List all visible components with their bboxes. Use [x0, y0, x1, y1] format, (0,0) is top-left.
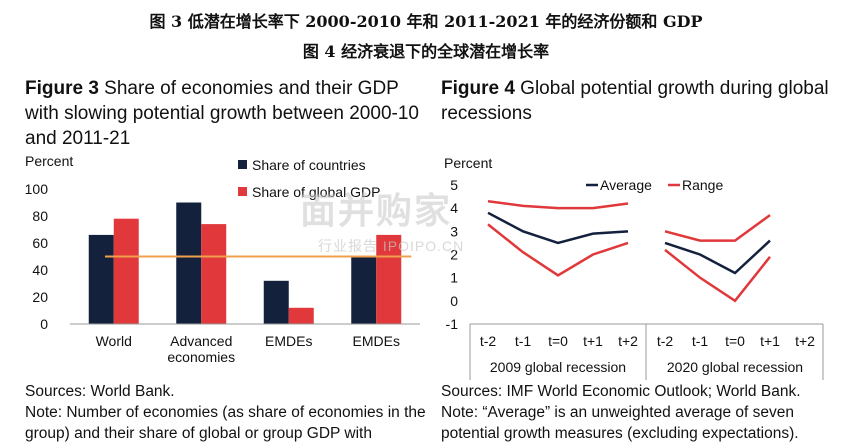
figure-4-notes: Sources: IMF World Economic Outlook; Wor… [441, 381, 852, 444]
y-tick-label: 1 [450, 270, 458, 286]
range-lower-line [664, 248, 771, 303]
y-tick-label: 40 [32, 262, 48, 278]
x-tick-label: World [96, 333, 132, 349]
legend-label: Share of global GDP [252, 184, 380, 200]
x-tick-label: t=0 [725, 333, 745, 349]
average-line [487, 211, 629, 245]
average-line [664, 239, 771, 275]
y-tick-label: 5 [450, 177, 458, 193]
bar [263, 280, 289, 324]
watermark: 面并购家 [300, 190, 453, 231]
figure-4-sources: Sources: IMF World Economic Outlook; Wor… [441, 383, 801, 400]
y-tick-label: 0 [450, 293, 458, 309]
figure-3-note: Note: Number of economies (as share of e… [25, 404, 426, 442]
x-tick-label: Advanced economies [167, 333, 235, 365]
bar [376, 234, 402, 324]
x-tick-label: EMDEs [265, 333, 312, 349]
figure-3-notes: Sources: World Bank. Note: Number of eco… [25, 381, 435, 444]
legend-swatch [238, 160, 247, 169]
x-tick-label: t+2 [795, 333, 815, 349]
figure-3-sources: Sources: World Bank. [25, 383, 175, 400]
y-tick-label: 60 [32, 235, 48, 251]
y-tick-label: 20 [32, 289, 48, 305]
header-line-2: 图 4 经济衰退下的全球潜在增长率 [302, 42, 550, 61]
watermark-sub: 行业报告 IPOIPO.CN [318, 238, 465, 254]
y-axis-label: Percent [25, 153, 73, 169]
x-tick-label: t-1 [515, 333, 532, 349]
y-tick-label: 2 [450, 247, 458, 263]
legend-swatch [238, 187, 247, 196]
x-tick-label: t-2 [480, 333, 497, 349]
y-tick-label: 100 [25, 181, 49, 197]
y-tick-label: -1 [446, 316, 459, 332]
figure-4-title-text: Global potential growth during global re… [441, 78, 829, 124]
bar [176, 202, 202, 324]
bar [201, 224, 227, 324]
figure-4-note: Note: “Average” is an unweighted average… [441, 404, 799, 442]
y-tick-label: 4 [450, 200, 458, 216]
figure-4-title: Figure 4 Global potential growth during … [441, 76, 851, 126]
group-label: 2009 global recession [490, 359, 626, 375]
bar [113, 218, 139, 324]
x-tick-label: t+1 [583, 333, 603, 349]
legend-label: Average [600, 177, 652, 193]
figure-4-title-label: Figure 4 [441, 78, 515, 99]
header-line-1: 图 3 低潜在增长率下 2000-2010 年和 2011-2021 年的经济份… [149, 12, 703, 31]
y-tick-label: 0 [40, 316, 48, 332]
x-tick-label: t=0 [548, 333, 568, 349]
range-lower-line [487, 223, 629, 277]
range-upper-line [487, 199, 629, 210]
y-axis-label: Percent [444, 155, 492, 171]
x-tick-label: t+1 [760, 333, 780, 349]
bar [88, 234, 114, 324]
figure-3-title: Figure 3 Share of economies and their GD… [25, 76, 435, 151]
x-tick-label: t-2 [657, 333, 674, 349]
x-tick-label: t+2 [618, 333, 638, 349]
range-upper-line [664, 214, 771, 242]
x-tick-label: EMDEs [353, 333, 400, 349]
y-tick-label: 3 [450, 223, 458, 239]
legend-label: Range [682, 177, 723, 193]
group-label: 2020 global recession [667, 359, 803, 375]
x-tick-label: t-1 [692, 333, 709, 349]
y-tick-label: 80 [32, 208, 48, 224]
bar [288, 307, 314, 324]
figure-3-title-text: Share of economies and their GDP with sl… [25, 78, 419, 149]
bar [351, 256, 377, 324]
figure-3-title-label: Figure 3 [25, 78, 99, 99]
legend-label: Share of countries [252, 157, 366, 173]
